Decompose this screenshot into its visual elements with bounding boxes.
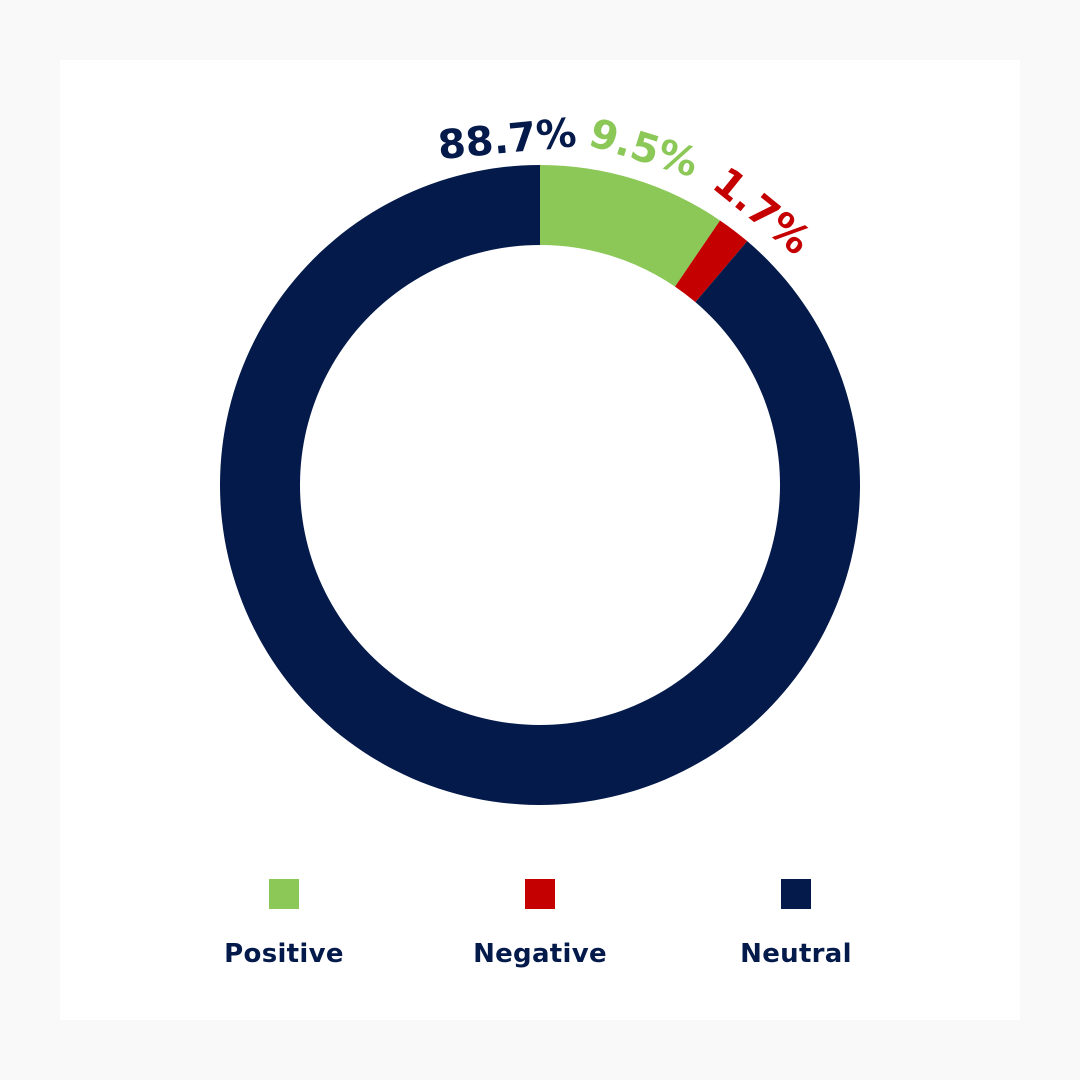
legend-swatch-negative bbox=[525, 879, 555, 909]
legend-swatch-neutral bbox=[781, 879, 811, 909]
legend-item-negative: Negative bbox=[430, 879, 650, 969]
legend-label-neutral: Neutral bbox=[740, 939, 852, 969]
donut-slice-positive bbox=[540, 165, 721, 287]
legend-swatch-positive bbox=[269, 879, 299, 909]
legend-label-positive: Positive bbox=[224, 939, 344, 969]
donut-chart: 9.5%1.7%88.7% bbox=[220, 110, 861, 806]
donut-slice-negative bbox=[675, 220, 748, 303]
chart-card: 9.5% 1.7% 88.7% Positive Negative Neutral bbox=[60, 60, 1020, 1020]
legend-item-positive: Positive bbox=[174, 879, 394, 969]
donut-slice-neutral bbox=[220, 165, 861, 806]
legend-item-neutral: Neutral bbox=[686, 879, 906, 969]
data-label-neutral: 88.7% bbox=[436, 110, 579, 169]
legend-label-negative: Negative bbox=[473, 939, 607, 969]
